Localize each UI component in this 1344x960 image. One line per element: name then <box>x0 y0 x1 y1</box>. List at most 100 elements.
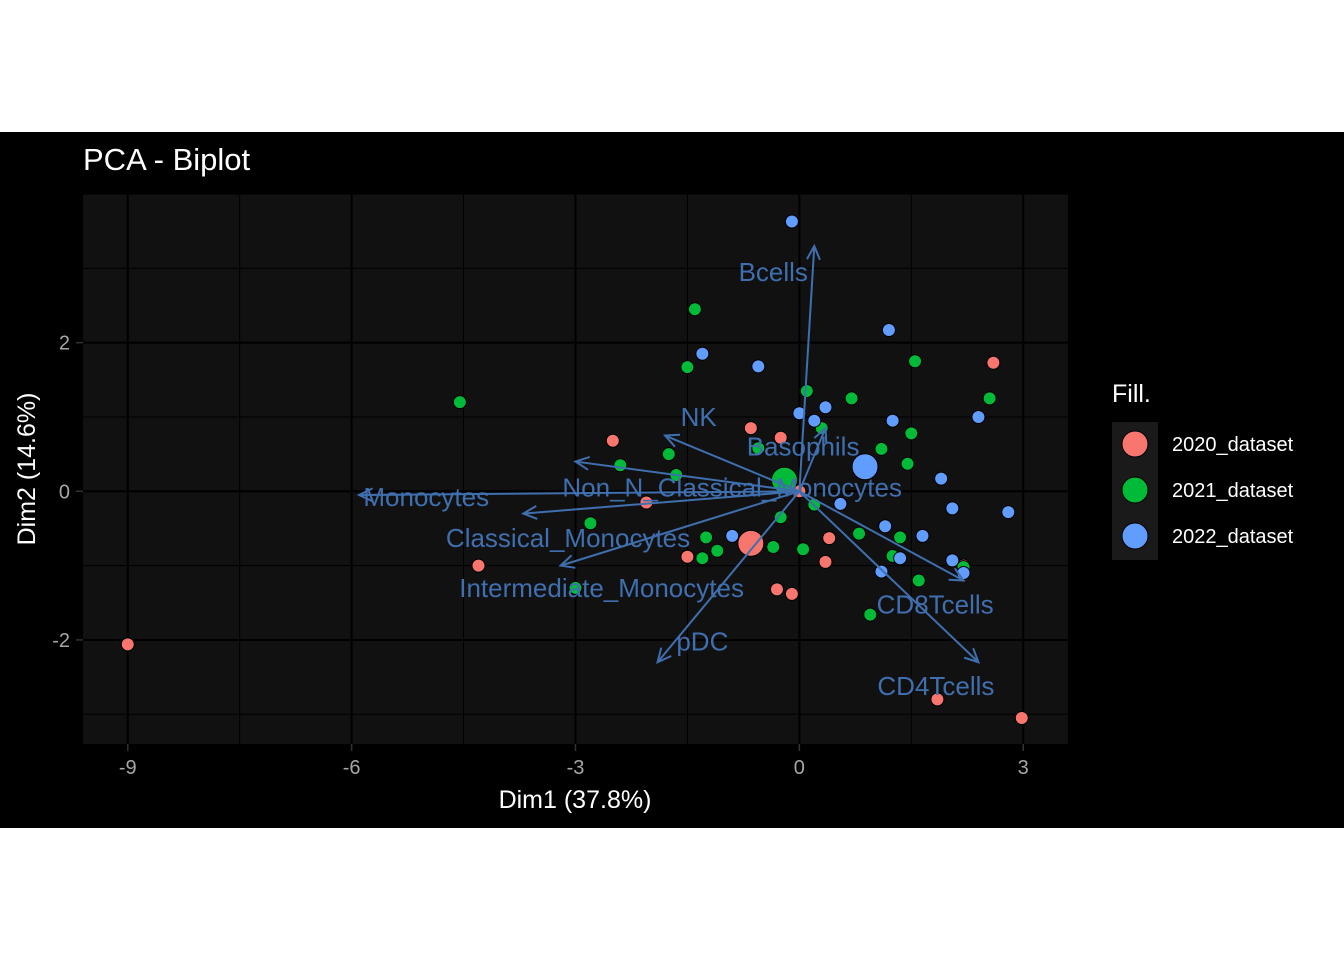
data-point-2022_dataset <box>885 413 900 428</box>
x-tick-label: -3 <box>567 757 585 779</box>
data-point-2022_dataset <box>945 501 960 516</box>
data-point-2022_dataset <box>971 409 986 424</box>
arrow-Monocytes <box>359 490 800 497</box>
data-point-2021_dataset <box>751 441 766 456</box>
legend-label-2020_dataset: 2020_dataset <box>1172 434 1294 456</box>
data-point-2021_dataset <box>982 391 997 406</box>
y-axis-label: Dim2 (14.6%) <box>13 393 41 546</box>
data-point-2021_dataset <box>452 395 467 410</box>
data-point-2020_dataset <box>743 421 758 436</box>
data-point-2020_dataset <box>986 355 1001 370</box>
arrow-label-Monocytes: Monocytes <box>363 482 489 512</box>
arrowhead-Basophils <box>813 425 828 444</box>
legend-label-2022_dataset: 2022_dataset <box>1172 526 1294 548</box>
data-point-2022_dataset <box>893 551 908 566</box>
x-tick-label: -9 <box>119 757 137 779</box>
data-point-2022_dataset <box>818 400 833 415</box>
data-point-2021_dataset <box>687 302 702 317</box>
arrowhead-CD8Tcells <box>948 567 966 582</box>
data-point-2021_dataset <box>695 551 710 566</box>
x-tick-label: -6 <box>343 757 361 779</box>
data-point-2020_dataset <box>769 582 784 597</box>
data-point-2021_dataset <box>766 540 781 555</box>
arrow-label-Bcells: Bcells <box>739 257 808 287</box>
data-point-2021_dataset <box>799 383 814 398</box>
pca-biplot: PCA - Biplot -9 -6 -3 0 3 -2 0 2 Bcells NK Basoph… <box>13 142 1294 814</box>
data-point-2021_dataset <box>911 573 926 588</box>
legend: Fill. 2020_dataset 2021_dataset 2022_datas… <box>1112 380 1294 560</box>
arrow-label-Classical_Monocytes: Classical_Monocytes <box>446 523 690 553</box>
arrow-label-Basophils: Basophils <box>747 432 860 462</box>
legend-title: Fill. <box>1112 380 1151 408</box>
data-point-2022_dataset <box>784 214 799 229</box>
legend-key-2022_dataset <box>1121 522 1149 550</box>
arrow-CD8Tcells <box>798 490 965 582</box>
arrow-label-Intermediate_Monocytes: Intermediate_Monocytes <box>459 573 744 603</box>
arrow-label-Non_N_Classical_Monocytes: Non_N_Classical_Monocytes <box>562 473 902 503</box>
arrow-CD4Tcells <box>798 490 980 663</box>
centroid-2022_dataset <box>851 453 879 481</box>
data-point-2022_dataset <box>915 528 930 543</box>
arrow-Intermediate_Monocytes <box>560 490 800 567</box>
centroid-2020_dataset <box>737 529 765 557</box>
data-point-2021_dataset <box>863 607 878 622</box>
arrowhead-Bcells <box>806 243 821 261</box>
data-point-2022_dataset <box>945 553 960 568</box>
data-point-2021_dataset <box>773 510 788 525</box>
grid-lines <box>83 193 1068 744</box>
data-point-2022_dataset <box>725 528 740 543</box>
data-point-2021_dataset <box>874 441 889 456</box>
data-point-2021_dataset <box>710 543 725 558</box>
arrowhead-pDC <box>656 647 672 665</box>
data-point-2020_dataset <box>120 637 135 652</box>
data-point-2021_dataset <box>699 530 714 545</box>
data-point-2021_dataset <box>613 458 628 473</box>
data-point-2021_dataset <box>908 354 923 369</box>
arrow-Basophils <box>798 427 827 492</box>
legend-key-2020_dataset <box>1121 430 1149 458</box>
data-point-2021_dataset <box>852 526 867 541</box>
data-point-2021_dataset <box>796 542 811 557</box>
arrowhead-Classical_Monocytes <box>520 505 538 520</box>
data-point-2022_dataset <box>881 323 896 338</box>
plot-panel: PCA - Biplot -9 -6 -3 0 3 -2 0 2 Bcells NK Basoph… <box>0 132 1344 828</box>
arrowhead-NK <box>662 433 681 448</box>
arrow-Non_N_Classical_Monocytes <box>575 460 800 493</box>
arrow-Classical_Monocytes <box>523 490 800 515</box>
data-point-2022_dataset <box>807 413 822 428</box>
data-point-2021_dataset <box>893 530 908 545</box>
data-point-2020_dataset <box>773 430 788 445</box>
data-point-2020_dataset <box>680 549 695 564</box>
data-point-2020_dataset <box>930 692 945 707</box>
data-point-2021_dataset <box>583 516 598 531</box>
data-point-2021_dataset <box>900 456 915 471</box>
data-point-2022_dataset <box>792 406 807 421</box>
data-point-2021_dataset <box>661 447 676 462</box>
arrow-label-NK: NK <box>681 402 718 432</box>
chart-title: PCA - Biplot <box>83 142 251 177</box>
legend-label-2021_dataset: 2021_dataset <box>1172 480 1294 502</box>
data-point-2022_dataset <box>751 359 766 374</box>
data-point-2021_dataset <box>904 426 919 441</box>
data-point-2022_dataset <box>874 564 889 579</box>
legend-key-2021_dataset <box>1121 476 1149 504</box>
variable-arrows: Bcells NK Basophils Monocytes Non_N_Classica… <box>356 243 994 701</box>
arrowhead-CD4Tcells <box>963 647 981 664</box>
arrow-label-CD8Tcells: CD8Tcells <box>877 589 994 619</box>
data-point-2022_dataset <box>878 519 893 534</box>
arrowhead-Non_N_Classical_Monocytes <box>573 455 591 471</box>
data-point-2022_dataset <box>1001 505 1016 520</box>
data-point-2022_dataset <box>934 471 949 486</box>
y-tick-label: 2 <box>59 333 70 355</box>
arrow-label-pDC: pDC <box>676 626 728 656</box>
arrowhead-Intermediate_Monocytes <box>558 554 576 569</box>
data-point-2020_dataset <box>822 531 837 546</box>
arrow-Bcells <box>798 245 816 492</box>
arrow-label-CD4Tcells: CD4Tcells <box>877 671 994 701</box>
x-tick-label: 0 <box>794 757 805 779</box>
data-point-2020_dataset <box>818 554 833 569</box>
data-point-2021_dataset <box>568 580 583 595</box>
data-point-2020_dataset <box>784 586 799 601</box>
y-tick-label: 0 <box>59 481 70 503</box>
axes: -9 -6 -3 0 3 -2 0 2 <box>52 333 1029 779</box>
